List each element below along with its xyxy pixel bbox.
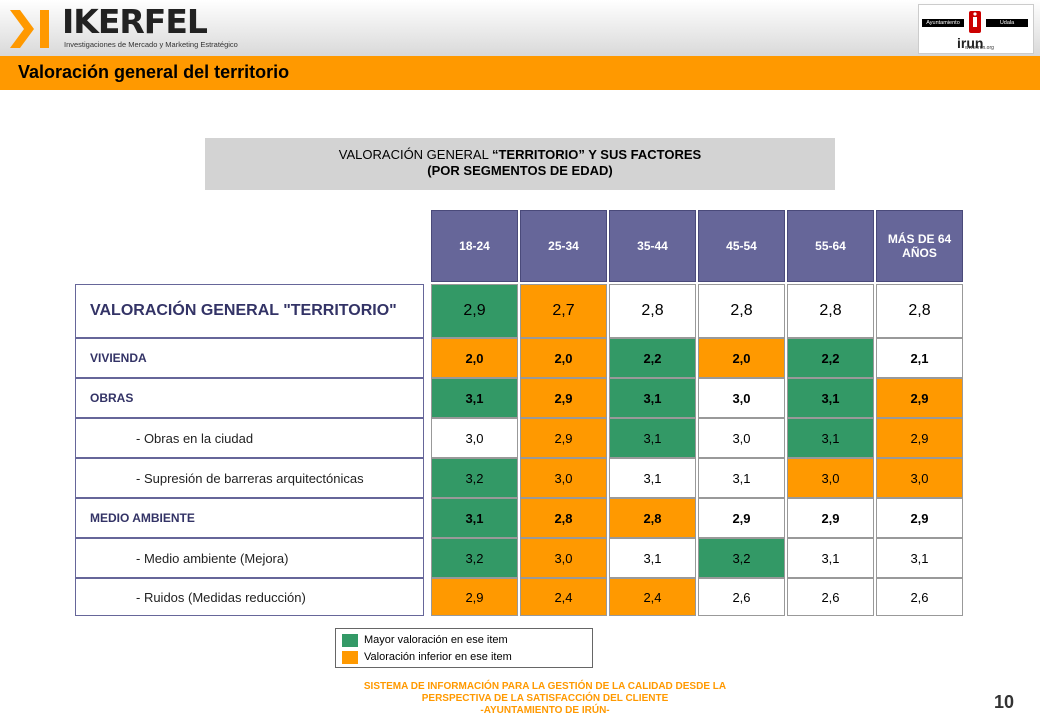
row-label: MEDIO AMBIENTE xyxy=(75,498,424,538)
legend-swatch-orange xyxy=(342,650,358,664)
table-cell: 3,1 xyxy=(609,378,696,418)
irun-logo: Ayuntamiento Udala irun www.irun.org xyxy=(918,4,1034,54)
irun-bar-left: Ayuntamiento xyxy=(922,19,964,27)
legend: Mayor valoración en ese item Valoración … xyxy=(335,628,593,668)
table-cell: 2,9 xyxy=(520,418,607,458)
table-cell: 3,1 xyxy=(431,378,518,418)
table-cell: 3,2 xyxy=(431,538,518,578)
column-header: 25-34 xyxy=(520,210,607,282)
row-label: VALORACIÓN GENERAL "TERRITORIO" xyxy=(75,284,424,338)
table-cell: 3,0 xyxy=(520,538,607,578)
table-cell: 3,1 xyxy=(698,458,785,498)
table-cell: 2,9 xyxy=(698,498,785,538)
subtitle-normal: VALORACIÓN GENERAL xyxy=(338,147,492,162)
table-cell: 2,0 xyxy=(520,338,607,378)
table-cell: 2,8 xyxy=(787,284,874,338)
column-header: 45-54 xyxy=(698,210,785,282)
footer-line-1: SISTEMA DE INFORMACIÓN PARA LA GESTIÓN D… xyxy=(363,681,727,692)
table-cell: 3,2 xyxy=(431,458,518,498)
logo-wordmark: IKERFEL xyxy=(62,2,208,41)
footer-line-2: PERSPECTIVA DE LA SATISFACCIÓN DEL CLIEN… xyxy=(421,693,669,704)
table-cell: 2,6 xyxy=(698,578,785,616)
logo-tagline: Investigaciones de Mercado y Marketing E… xyxy=(64,40,238,49)
irun-emblem-icon xyxy=(969,11,981,33)
table-cell: 3,1 xyxy=(876,538,963,578)
table-cell: 2,1 xyxy=(876,338,963,378)
legend-label-mayor: Mayor valoración en ese item xyxy=(364,634,508,646)
table-cell: 2,0 xyxy=(698,338,785,378)
table-cell: 2,9 xyxy=(520,378,607,418)
table-cell: 2,8 xyxy=(876,284,963,338)
table-cell: 2,7 xyxy=(520,284,607,338)
legend-label-inferior: Valoración inferior en ese item xyxy=(364,651,512,663)
table-cell: 3,0 xyxy=(876,458,963,498)
table-cell: 2,8 xyxy=(609,284,696,338)
table-cell: 3,1 xyxy=(787,418,874,458)
table-cell: 2,9 xyxy=(876,498,963,538)
legend-swatch-green xyxy=(342,633,358,647)
legend-item-inferior: Valoración inferior en ese item xyxy=(342,650,512,664)
chevron-logo-icon xyxy=(10,10,49,48)
table-cell: 2,2 xyxy=(609,338,696,378)
row-label: VIVIENDA xyxy=(75,338,424,378)
table-cell: 3,1 xyxy=(609,538,696,578)
subtitle-line2: (POR SEGMENTOS DE EDAD) xyxy=(427,163,613,178)
table-cell: 2,9 xyxy=(431,284,518,338)
table-cell: 2,8 xyxy=(520,498,607,538)
footer-line-3: -AYUNTAMIENTO DE IRÚN- xyxy=(480,705,610,716)
column-header: 18-24 xyxy=(431,210,518,282)
row-label: - Supresión de barreras arquitectónicas xyxy=(75,458,424,498)
table-cell: 3,0 xyxy=(520,458,607,498)
irun-url: www.irun.org xyxy=(965,45,994,51)
table-cell: 3,0 xyxy=(698,418,785,458)
table-cell: 3,0 xyxy=(787,458,874,498)
page-number: 10 xyxy=(994,692,1015,712)
table-cell: 3,1 xyxy=(609,418,696,458)
table-cell: 3,1 xyxy=(787,538,874,578)
table-subtitle: VALORACIÓN GENERAL “TERRITORIO” Y SUS FA… xyxy=(205,138,835,190)
table-cell: 3,1 xyxy=(609,458,696,498)
column-header: 35-44 xyxy=(609,210,696,282)
table-cell: 2,9 xyxy=(787,498,874,538)
table-cell: 2,0 xyxy=(431,338,518,378)
column-header: MÁS DE 64 AÑOS xyxy=(876,210,963,282)
table-cell: 2,9 xyxy=(876,418,963,458)
table-cell: 2,6 xyxy=(787,578,874,616)
table-cell: 2,8 xyxy=(609,498,696,538)
row-label: - Ruidos (Medidas reducción) xyxy=(75,578,424,616)
row-label: - Obras en la ciudad xyxy=(75,418,424,458)
irun-name: irun xyxy=(957,35,984,51)
footer-text: SISTEMA DE INFORMACIÓN PARA LA GESTIÓN D… xyxy=(290,681,800,717)
table-cell: 3,2 xyxy=(698,538,785,578)
row-label: OBRAS xyxy=(75,378,424,418)
subtitle-bold: “TERRITORIO” Y SUS FACTORES xyxy=(491,147,702,162)
top-header-bar: IKERFEL Investigaciones de Mercado y Mar… xyxy=(0,0,1040,56)
legend-item-mayor: Mayor valoración en ese item xyxy=(342,633,508,647)
table-cell: 3,1 xyxy=(787,378,874,418)
table-cell: 3,1 xyxy=(431,498,518,538)
irun-bar-right: Udala xyxy=(986,19,1028,27)
title-bar xyxy=(0,56,1040,90)
table-cell: 2,4 xyxy=(520,578,607,616)
table-cell: 2,6 xyxy=(876,578,963,616)
table-cell: 2,2 xyxy=(787,338,874,378)
row-label: - Medio ambiente (Mejora) xyxy=(75,538,424,578)
table-cell: 2,9 xyxy=(876,378,963,418)
table-cell: 2,9 xyxy=(431,578,518,616)
page-title: Valoración general del territorio xyxy=(18,62,290,82)
table-cell: 3,0 xyxy=(431,418,518,458)
table-cell: 3,0 xyxy=(698,378,785,418)
column-header: 55-64 xyxy=(787,210,874,282)
table-cell: 2,8 xyxy=(698,284,785,338)
table-cell: 2,4 xyxy=(609,578,696,616)
